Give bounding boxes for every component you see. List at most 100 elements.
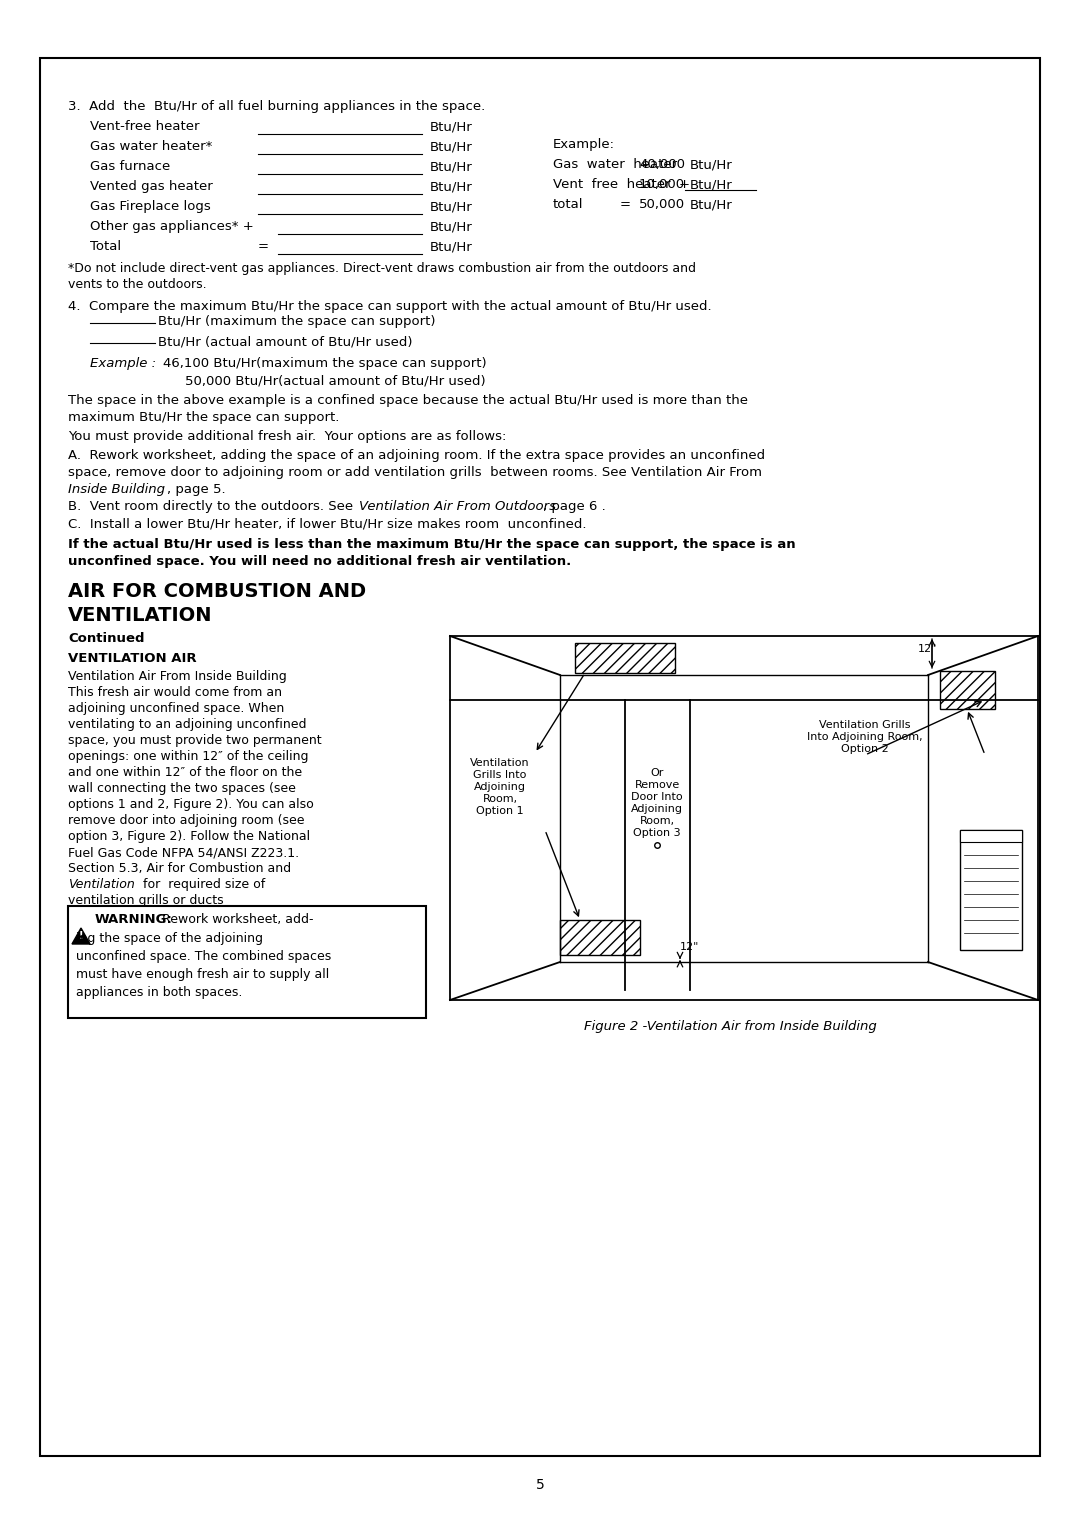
Text: Vented gas heater: Vented gas heater [90, 180, 213, 192]
Text: Room,: Room, [483, 794, 517, 804]
Text: The space in the above example is a confined space because the actual Btu/Hr use: The space in the above example is a conf… [68, 394, 748, 407]
Text: 10,000: 10,000 [639, 179, 685, 191]
Text: This fresh air would come from an: This fresh air would come from an [68, 687, 282, 699]
Text: Ventilation: Ventilation [68, 877, 135, 891]
Polygon shape [72, 928, 90, 945]
Text: Grills Into: Grills Into [473, 771, 527, 780]
Text: A.  Rework worksheet, adding the space of an adjoining room. If the extra space : A. Rework worksheet, adding the space of… [68, 449, 765, 462]
Bar [561, 920, 640, 955]
Text: , page 6 .: , page 6 . [543, 501, 606, 513]
Text: Btu/Hr: Btu/Hr [430, 240, 473, 253]
Text: =: = [258, 240, 269, 253]
Text: Door Into: Door Into [631, 792, 683, 803]
Text: Gas water heater*: Gas water heater* [90, 140, 213, 153]
Text: 40,000: 40,000 [639, 159, 685, 171]
Text: Btu/Hr: Btu/Hr [430, 140, 473, 153]
Text: Btu/Hr: Btu/Hr [430, 220, 473, 233]
Text: Btu/Hr (actual amount of Btu/Hr used): Btu/Hr (actual amount of Btu/Hr used) [158, 336, 413, 348]
Text: Btu/Hr: Btu/Hr [430, 200, 473, 214]
Text: Gas furnace: Gas furnace [90, 160, 171, 172]
Text: Continued: Continued [68, 632, 145, 645]
Text: ventilation grills or ducts: ventilation grills or ducts [68, 894, 224, 906]
Text: Btu/Hr: Btu/Hr [430, 121, 473, 133]
Text: unconfined space. The combined spaces: unconfined space. The combined spaces [76, 951, 332, 963]
Text: unconfined space. You will need no additional fresh air ventilation.: unconfined space. You will need no addit… [68, 555, 571, 568]
Bar [575, 642, 675, 673]
Text: Option 1: Option 1 [476, 806, 524, 816]
Text: =: = [620, 198, 631, 211]
Text: Adjoining: Adjoining [631, 804, 683, 813]
Text: If the actual Btu/Hr used is less than the maximum Btu/Hr the space can support,: If the actual Btu/Hr used is less than t… [68, 539, 796, 551]
Text: options 1 and 2, Figure 2). You can also: options 1 and 2, Figure 2). You can also [68, 798, 314, 810]
Text: Into Adjoining Room,: Into Adjoining Room, [807, 732, 922, 742]
Text: 4.  Compare the maximum Btu/Hr the space can support with the actual amount of B: 4. Compare the maximum Btu/Hr the space … [68, 301, 712, 313]
Text: Btu/Hr: Btu/Hr [430, 180, 473, 192]
Text: ventilating to an adjoining unconfined: ventilating to an adjoining unconfined [68, 719, 307, 731]
Text: openings: one within 12″ of the ceiling: openings: one within 12″ of the ceiling [68, 749, 309, 763]
Text: Example :: Example : [90, 357, 157, 369]
Text: Vent  free  heater  +: Vent free heater + [553, 179, 690, 191]
Text: 50,000 Btu/Hr(actual amount of Btu/Hr used): 50,000 Btu/Hr(actual amount of Btu/Hr us… [185, 374, 486, 388]
Bar [68, 906, 426, 1018]
Text: adjoining unconfined space. When: adjoining unconfined space. When [68, 702, 284, 716]
Text: 50,000: 50,000 [639, 198, 685, 211]
Text: VENTILATION AIR: VENTILATION AIR [68, 652, 197, 665]
Text: Ventilation Air From Inside Building: Ventilation Air From Inside Building [68, 670, 287, 684]
Text: Btu/Hr: Btu/Hr [430, 160, 473, 172]
Text: Example:: Example: [553, 137, 615, 151]
Text: Gas  water  heater: Gas water heater [553, 159, 677, 171]
Text: Figure 2 -Ventilation Air from Inside Building: Figure 2 -Ventilation Air from Inside Bu… [583, 1019, 876, 1033]
Text: Btu/Hr: Btu/Hr [690, 159, 732, 171]
Text: 12": 12" [680, 942, 700, 952]
Text: Section 5.3, Air for Combustion and: Section 5.3, Air for Combustion and [68, 862, 292, 874]
Text: Fuel Gas Code NFPA 54/ANSI Z223.1.: Fuel Gas Code NFPA 54/ANSI Z223.1. [68, 845, 299, 859]
Text: Remove: Remove [634, 780, 679, 790]
Text: Ventilation Grills: Ventilation Grills [820, 720, 910, 729]
Text: *Do not include direct-vent gas appliances. Direct-vent draws combustion air fro: *Do not include direct-vent gas applianc… [68, 262, 696, 275]
Text: Gas Fireplace logs: Gas Fireplace logs [90, 200, 211, 214]
Text: 12": 12" [918, 644, 937, 655]
Text: Other gas appliances* +: Other gas appliances* + [90, 220, 254, 233]
Text: , page 5.: , page 5. [167, 484, 226, 496]
Text: C.  Install a lower Btu/Hr heater, if lower Btu/Hr size makes room  unconfined.: C. Install a lower Btu/Hr heater, if low… [68, 517, 586, 530]
Text: 5: 5 [536, 1479, 544, 1492]
Text: 3.  Add  the  Btu/Hr of all fuel burning appliances in the space.: 3. Add the Btu/Hr of all fuel burning ap… [68, 101, 485, 113]
Text: You must provide additional fresh air.  Your options are as follows:: You must provide additional fresh air. Y… [68, 430, 507, 443]
Text: Ventilation Air From Outdoors: Ventilation Air From Outdoors [359, 501, 556, 513]
Text: Btu/Hr (maximum the space can support): Btu/Hr (maximum the space can support) [158, 314, 435, 328]
Text: maximum Btu/Hr the space can support.: maximum Btu/Hr the space can support. [68, 410, 339, 424]
Text: Adjoining: Adjoining [474, 781, 526, 792]
Text: 46,100 Btu/Hr(maximum the space can support): 46,100 Btu/Hr(maximum the space can supp… [163, 357, 487, 369]
Text: AIR FOR COMBUSTION AND: AIR FOR COMBUSTION AND [68, 581, 366, 601]
Text: Ventilation: Ventilation [470, 758, 530, 768]
Text: must have enough fresh air to supply all: must have enough fresh air to supply all [76, 967, 329, 981]
Text: appliances in both spaces.: appliances in both spaces. [76, 986, 242, 1000]
Bar [960, 830, 1022, 842]
Text: VENTILATION: VENTILATION [68, 606, 213, 626]
Text: wall connecting the two spaces (see: wall connecting the two spaces (see [68, 781, 296, 795]
Text: Option 3: Option 3 [633, 829, 680, 838]
Text: option 3, Figure 2). Follow the National: option 3, Figure 2). Follow the National [68, 830, 310, 842]
Text: Inside Building: Inside Building [68, 484, 165, 496]
Text: Option 2: Option 2 [841, 745, 889, 754]
Text: and one within 12″ of the floor on the: and one within 12″ of the floor on the [68, 766, 302, 778]
Text: B.  Vent room directly to the outdoors. See: B. Vent room directly to the outdoors. S… [68, 501, 357, 513]
Text: space, remove door to adjoining room or add ventilation grills  between rooms. S: space, remove door to adjoining room or … [68, 465, 762, 479]
Text: Btu/Hr: Btu/Hr [690, 179, 732, 191]
Text: Total: Total [90, 240, 121, 253]
Text: total: total [553, 198, 583, 211]
Text: WARNING:: WARNING: [95, 913, 173, 926]
Text: Btu/Hr: Btu/Hr [690, 198, 732, 211]
Text: Room,: Room, [639, 816, 675, 826]
Text: Vent-free heater: Vent-free heater [90, 121, 200, 133]
Bar [940, 671, 995, 710]
Text: Rework worksheet, add-: Rework worksheet, add- [158, 913, 313, 926]
Text: for  required size of: for required size of [135, 877, 266, 891]
Text: remove door into adjoining room (see: remove door into adjoining room (see [68, 813, 305, 827]
Text: space, you must provide two permanent: space, you must provide two permanent [68, 734, 322, 748]
Text: !: ! [79, 931, 83, 942]
Text: Or: Or [650, 768, 664, 778]
Bar [960, 830, 1022, 951]
Text: vents to the outdoors.: vents to the outdoors. [68, 278, 206, 291]
Text: ing the space of the adjoining: ing the space of the adjoining [76, 932, 264, 945]
